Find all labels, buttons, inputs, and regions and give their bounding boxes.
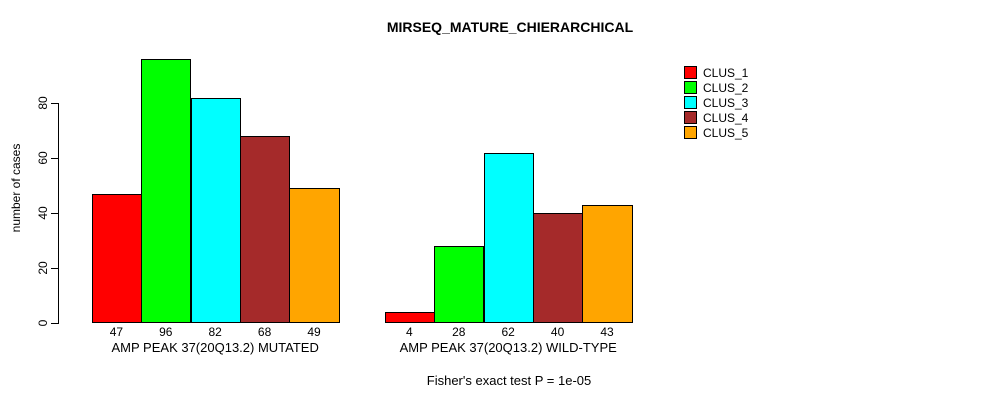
bar-clus_2 <box>141 59 192 323</box>
legend-label: CLUS_1 <box>703 65 749 80</box>
legend-label: CLUS_4 <box>703 110 749 125</box>
annotation-text: Fisher's exact test P = 1e-05 <box>426 373 592 388</box>
bar-value-label: 82 <box>208 325 222 339</box>
bar-clus_1 <box>384 312 436 323</box>
legend-item: CLUS_1 <box>684 65 748 80</box>
y-tick-mark <box>51 323 58 324</box>
bar-value-label: 68 <box>257 325 272 339</box>
bar-value-label: 40 <box>550 325 565 339</box>
bar-value-label: 43 <box>600 325 614 339</box>
legend-item: CLUS_2 <box>684 80 748 95</box>
y-tick-label: 0 <box>36 319 50 327</box>
bar-value-label: 47 <box>109 325 124 339</box>
bar-value-label: 28 <box>452 325 466 339</box>
legend: CLUS_1 CLUS_2 CLUS_3 CLUS_4 CLUS_5 <box>684 65 748 140</box>
y-tick-label: 60 <box>36 151 50 165</box>
bar-clus_3 <box>483 152 534 323</box>
group-label: AMP PEAK 37(20Q13.2) MUTATED <box>111 340 319 355</box>
bar-value-label: 4 <box>406 325 413 339</box>
y-tick-mark <box>51 213 58 214</box>
bar-value-label: 62 <box>501 325 515 339</box>
y-tick-label: 20 <box>36 261 50 275</box>
legend-swatch <box>684 81 697 94</box>
bar-clus_5 <box>582 204 633 323</box>
legend-swatch <box>684 66 697 79</box>
legend-swatch <box>684 126 697 139</box>
y-axis-line <box>58 103 59 324</box>
y-axis-label: number of cases <box>9 143 23 233</box>
legend-label: CLUS_2 <box>703 80 749 95</box>
legend-swatch <box>684 111 697 124</box>
bar-clus_4 <box>532 213 584 323</box>
bar-clus_5 <box>289 188 340 323</box>
legend-item: CLUS_4 <box>684 110 748 125</box>
bar-clus_2 <box>434 246 485 323</box>
legend-label: CLUS_5 <box>703 125 749 140</box>
legend-item: CLUS_3 <box>684 95 748 110</box>
y-tick-mark <box>51 158 58 159</box>
bar-value-label: 49 <box>307 325 321 339</box>
y-tick-label: 80 <box>36 96 50 110</box>
y-tick-mark <box>51 268 58 269</box>
y-tick-label: 40 <box>36 206 50 220</box>
bar-value-label: 96 <box>159 325 173 339</box>
legend-swatch <box>684 96 697 109</box>
chart-title: MIRSEQ_MATURE_CHIERARCHICAL <box>386 19 634 35</box>
legend-item: CLUS_5 <box>684 125 748 140</box>
legend-label: CLUS_3 <box>703 95 749 110</box>
y-tick-mark <box>51 103 58 104</box>
bar-clus_3 <box>190 97 241 323</box>
bar-clus_1 <box>91 193 143 323</box>
group-label: AMP PEAK 37(20Q13.2) WILD-TYPE <box>399 340 617 355</box>
bar-clus_4 <box>239 136 291 323</box>
